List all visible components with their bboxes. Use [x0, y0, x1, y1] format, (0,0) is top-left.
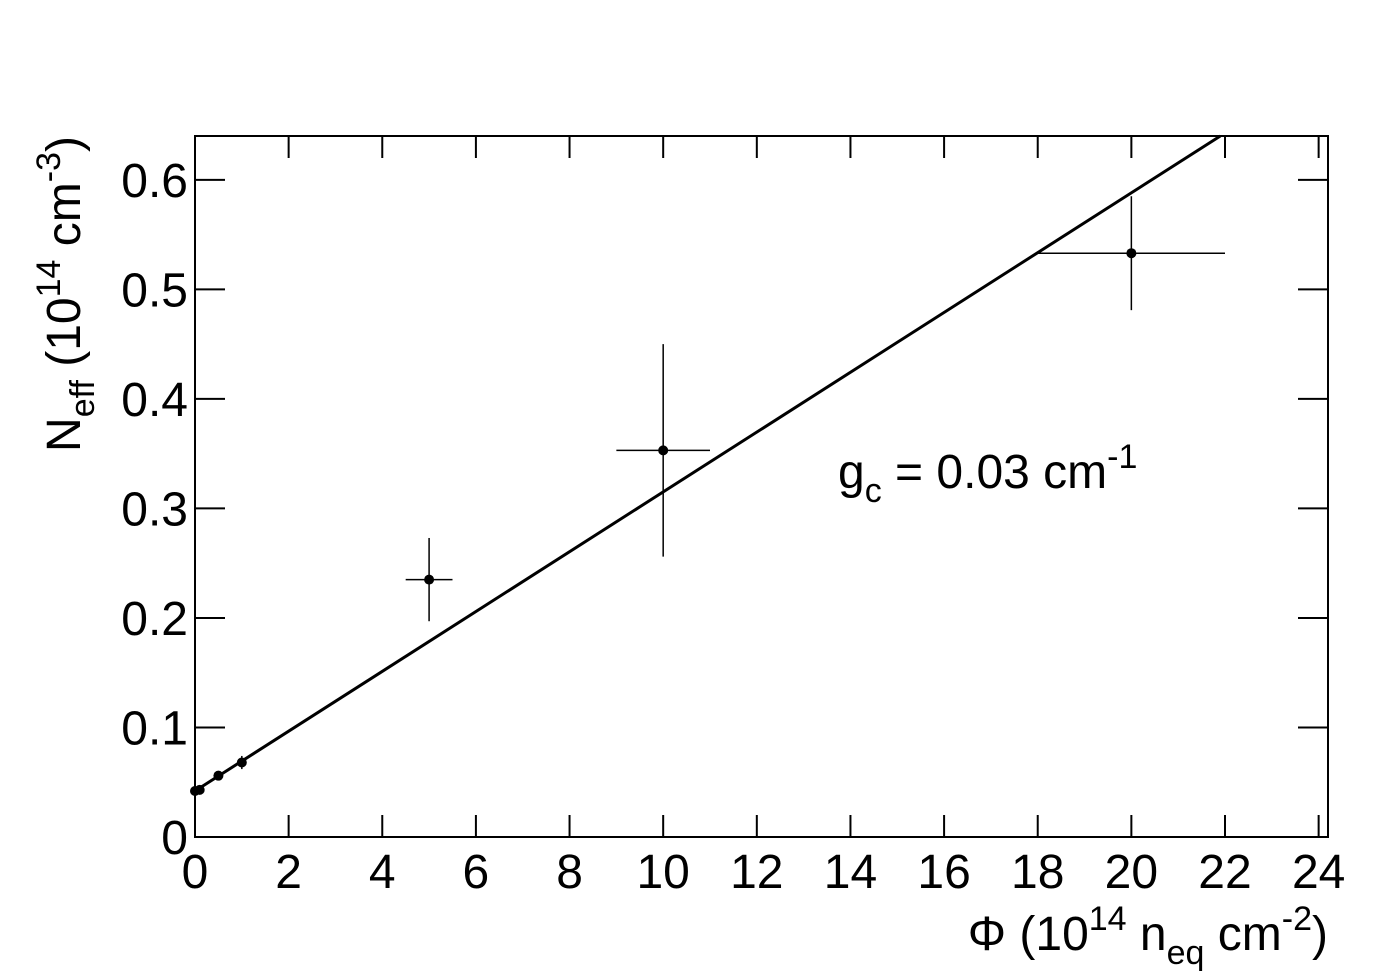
y-label-part: 14 — [30, 260, 68, 298]
y-axis-label: Neff (1014 cm-3) — [30, 136, 102, 452]
x-tick-label: 22 — [1198, 846, 1251, 899]
plot-frame — [194, 135, 1329, 838]
x-tick-label: 8 — [556, 846, 583, 899]
x-tick-label: 24 — [1292, 846, 1345, 899]
x-label-part: cm — [1204, 908, 1281, 961]
data-point — [1126, 248, 1137, 259]
data-point — [194, 784, 205, 795]
y-label-part: cm — [38, 182, 91, 259]
x-tick-label: 20 — [1105, 846, 1158, 899]
data-point — [424, 574, 435, 585]
x-tick-label: 4 — [369, 846, 396, 899]
x-label-part: ) — [1312, 908, 1328, 961]
y-label-part: ) — [38, 136, 91, 152]
x-axis-label: Φ (1014 neq cm-2) — [968, 900, 1328, 972]
y-label-part: N — [38, 417, 91, 452]
y-tick-label: 0.4 — [121, 374, 188, 427]
x-label-part: eq — [1167, 934, 1205, 972]
annotation: gc = 0.03 cm-1 — [838, 438, 1137, 510]
x-tick-label: 0 — [182, 846, 209, 899]
x-label-part: 14 — [1089, 900, 1127, 938]
y-tick-label: 0.2 — [121, 593, 188, 646]
x-tick-label: 12 — [730, 846, 783, 899]
annotation-part: c — [865, 472, 882, 510]
y-tick-label: 0.1 — [121, 702, 188, 755]
data-point — [658, 445, 669, 456]
x-label-part: n — [1127, 908, 1167, 961]
y-tick-label: 0 — [161, 812, 188, 865]
data-point — [213, 770, 224, 781]
fit-line — [194, 134, 1222, 793]
x-tick-label: 2 — [275, 846, 302, 899]
annotation-part: g — [838, 446, 865, 499]
x-label-part: Φ (10 — [968, 908, 1089, 961]
annotation-part: -1 — [1107, 438, 1137, 476]
x-tick-label: 10 — [636, 846, 689, 899]
x-label-part: -2 — [1282, 900, 1312, 938]
y-label-part: eff — [64, 380, 102, 418]
x-tick-label: 16 — [917, 846, 970, 899]
y-label-part: -3 — [30, 152, 68, 182]
x-tick-label: 6 — [463, 846, 490, 899]
y-tick-label: 0.3 — [121, 483, 188, 536]
y-tick-label: 0.5 — [121, 264, 188, 317]
data-point — [236, 757, 247, 768]
annotation-part: = 0.03 cm — [882, 446, 1107, 499]
x-tick-label: 18 — [1011, 846, 1064, 899]
x-tick-label: 14 — [824, 846, 877, 899]
y-tick-label: 0.6 — [121, 155, 188, 208]
y-label-part: (10 — [38, 297, 91, 380]
